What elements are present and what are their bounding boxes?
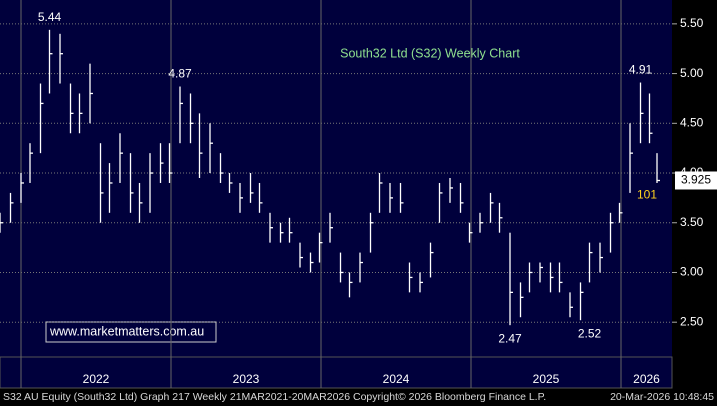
annotation: 5.44 xyxy=(38,10,62,24)
chart-title: South32 Ltd (S32) Weekly Chart xyxy=(340,46,520,60)
annotation: 4.87 xyxy=(168,67,192,81)
plot-area xyxy=(0,0,672,357)
footer-right: 20-Mar-2026 10:48:45 xyxy=(610,391,714,403)
x-tick-label: 2025 xyxy=(533,372,560,386)
y-tick-label: 2.50 xyxy=(680,314,704,328)
footer-left: S32 AU Equity (South32 Ltd) Graph 217 We… xyxy=(3,391,546,403)
x-tick-label: 2024 xyxy=(383,372,410,386)
last-price-box xyxy=(675,171,717,190)
annotation: 2.47 xyxy=(498,331,522,345)
last-tag: 101 xyxy=(637,188,657,202)
watermark: www.marketmatters.com.au xyxy=(49,324,204,338)
y-tick-label: 3.50 xyxy=(680,215,704,229)
x-axis-strip xyxy=(0,356,673,389)
watermark-box xyxy=(45,321,217,343)
x-tick-label: 2023 xyxy=(233,372,260,386)
annotation: 2.52 xyxy=(578,326,602,340)
x-tick-label: 2026 xyxy=(633,372,660,386)
y-tick-label: 3.00 xyxy=(680,265,704,279)
y-tick-label: 5.50 xyxy=(680,16,704,30)
y-tick-label: 4.50 xyxy=(680,115,704,129)
annotation: 4.91 xyxy=(629,63,653,77)
last-price: 3.925 xyxy=(681,173,711,187)
x-tick-label: 2022 xyxy=(83,372,110,386)
y-tick-label: 5.00 xyxy=(680,66,704,80)
